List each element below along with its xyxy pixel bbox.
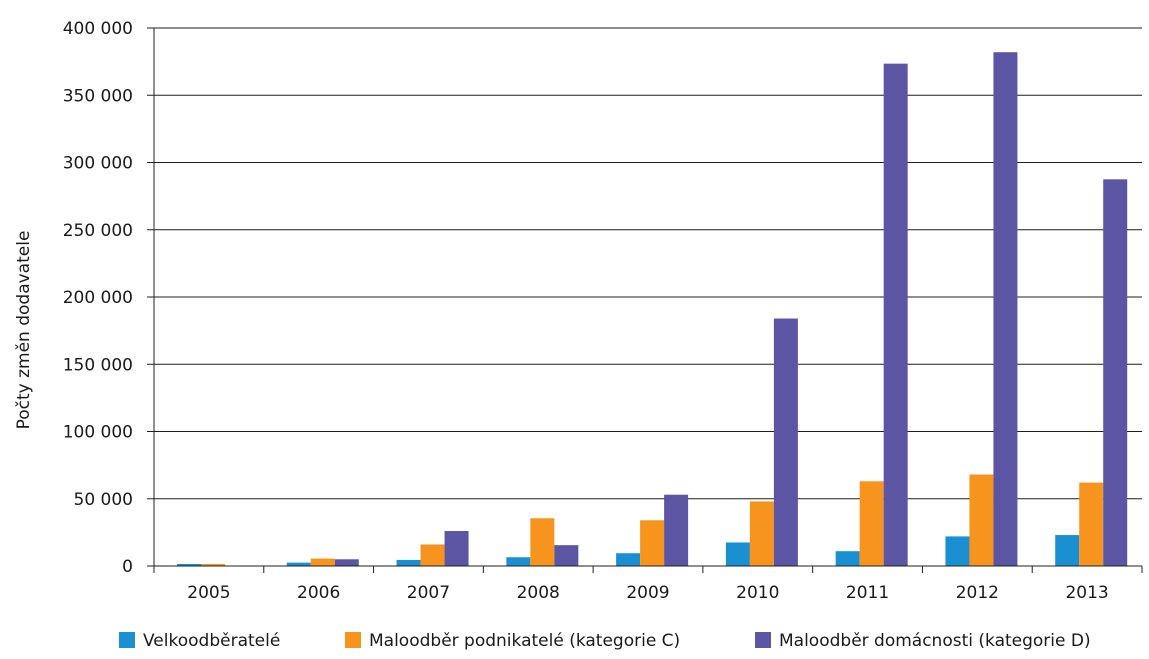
bar-velkoodb-ratel--2008 — [506, 557, 530, 566]
bar-velkoodb-ratel--2006 — [287, 563, 311, 566]
legend-label: Velkoodběratelé — [143, 631, 280, 651]
bar-maloodb-r-podnikatel-kategorie-c--2010 — [750, 501, 774, 566]
y-tick-label: 300 000 — [63, 154, 133, 174]
bar-maloodb-r-podnikatel-kategorie-c--2007 — [421, 544, 445, 566]
bar-maloodb-r-dom-cnosti-kategorie-d--2006 — [335, 559, 359, 566]
bar-maloodb-r-podnikatel-kategorie-c--2008 — [530, 518, 554, 566]
bar-maloodb-r-dom-cnosti-kategorie-d--2007 — [445, 531, 469, 566]
bar-maloodb-r-dom-cnosti-kategorie-d--2010 — [774, 319, 798, 566]
bar-velkoodb-ratel--2010 — [726, 542, 750, 566]
y-tick-label: 200 000 — [63, 288, 133, 308]
bar-maloodb-r-dom-cnosti-kategorie-d--2012 — [993, 52, 1017, 566]
bars — [177, 52, 1127, 566]
x-tick-label: 2008 — [517, 583, 560, 603]
x-axis-ticks: 2005 2006 2007 2008 2009 2010 2011 2012 2013 — [154, 566, 1142, 603]
y-tick-label: 400 000 — [63, 19, 133, 39]
legend-label: Maloodběr podnikatelé (kategorie C) — [369, 631, 680, 651]
bar-maloodb-r-podnikatel-kategorie-c--2012 — [969, 475, 993, 566]
y-tick-label: 350 000 — [63, 86, 133, 106]
legend: Velkoodběratelé Maloodběr podnikatelé (ka… — [119, 631, 1091, 651]
x-tick-label: 2009 — [626, 583, 669, 603]
x-tick-label: 2010 — [736, 583, 779, 603]
bar-maloodb-r-dom-cnosti-kategorie-d--2011 — [884, 64, 908, 566]
x-tick-label: 2013 — [1065, 583, 1108, 603]
bar-velkoodb-ratel--2012 — [945, 536, 969, 566]
bar-velkoodb-ratel--2007 — [397, 560, 421, 566]
y-tick-label: 250 000 — [63, 221, 133, 241]
y-axis-ticks: 0 50 000 100 000 150 000 200 000 250 000 300 0… — [63, 19, 154, 577]
bar-velkoodb-ratel--2011 — [836, 551, 860, 566]
legend-swatch — [345, 632, 361, 648]
x-tick-label: 2012 — [956, 583, 999, 603]
y-axis-title: Počty změn dodavatele — [14, 231, 34, 430]
y-tick-label: 50 000 — [74, 490, 133, 510]
legend-swatch — [755, 632, 771, 648]
x-tick-label: 2006 — [297, 583, 340, 603]
x-tick-label: 2007 — [407, 583, 450, 603]
y-tick-label: 150 000 — [63, 355, 133, 375]
bar-maloodb-r-podnikatel-kategorie-c--2006 — [311, 559, 335, 566]
bar-maloodb-r-dom-cnosti-kategorie-d--2009 — [664, 495, 688, 566]
x-tick-label: 2011 — [846, 583, 889, 603]
bar-velkoodb-ratel--2009 — [616, 553, 640, 566]
y-tick-label: 0 — [122, 557, 133, 577]
bar-maloodb-r-podnikatel-kategorie-c--2009 — [640, 520, 664, 566]
bar-maloodb-r-podnikatel-kategorie-c--2011 — [860, 481, 884, 566]
legend-label: Maloodběr domácnosti (kategorie D) — [779, 631, 1091, 651]
x-tick-label: 2005 — [187, 583, 230, 603]
y-tick-label: 100 000 — [63, 423, 133, 443]
legend-swatch — [119, 632, 135, 648]
bar-maloodb-r-dom-cnosti-kategorie-d--2013 — [1103, 179, 1127, 566]
bar-maloodb-r-podnikatel-kategorie-c--2013 — [1079, 483, 1103, 566]
bar-maloodb-r-dom-cnosti-kategorie-d--2008 — [554, 545, 578, 566]
bar-velkoodb-ratel--2013 — [1055, 535, 1079, 566]
